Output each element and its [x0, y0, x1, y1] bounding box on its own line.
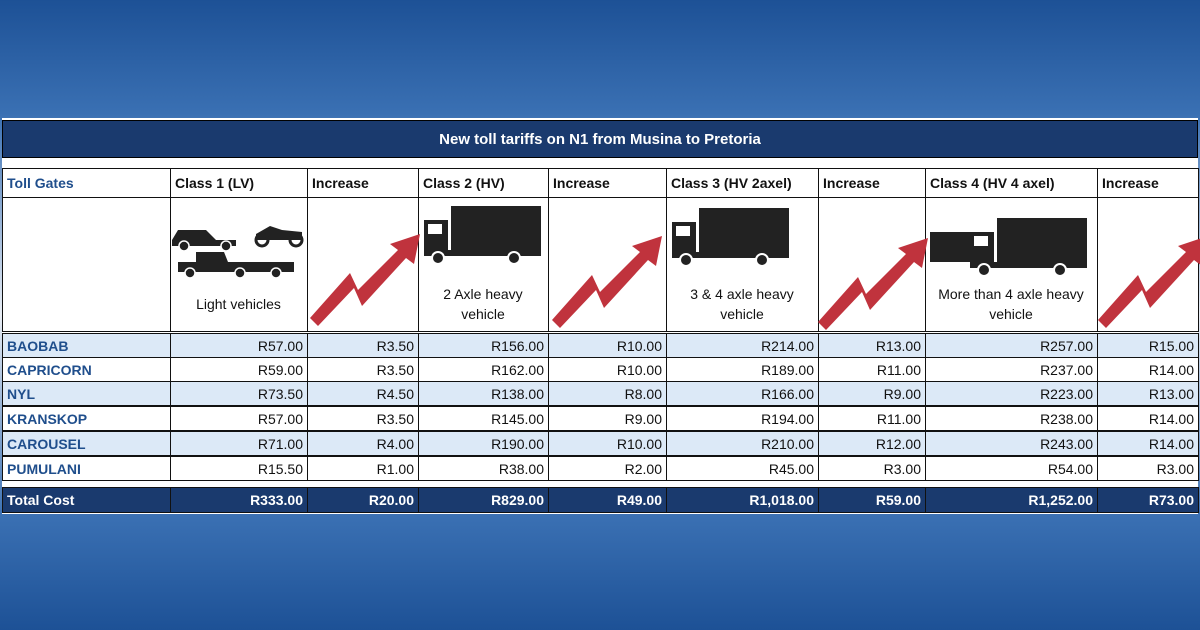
tariff-value: R9.00 [548, 406, 667, 431]
tariff-value: R73.50 [170, 381, 308, 406]
image-cell [1097, 197, 1199, 332]
table-title: New toll tariffs on N1 from Musina to Pr… [2, 120, 1198, 158]
column-header: Class 4 (HV 4 axel) [925, 168, 1098, 198]
toll-gate-name: PUMULANI [2, 456, 171, 481]
tariff-value: R189.00 [666, 357, 819, 382]
tariff-value: R214.00 [666, 333, 819, 358]
tariff-value: R1.00 [307, 456, 419, 481]
tariff-value: R59.00 [170, 357, 308, 382]
toll-gate-name: NYL [2, 381, 171, 406]
tariff-value: R2.00 [548, 456, 667, 481]
tariff-value: R138.00 [418, 381, 549, 406]
vehicle-label: More than 4 axle heavy vehicle [938, 286, 1084, 322]
tariff-value: R243.00 [925, 431, 1098, 456]
tariff-value: R14.00 [1097, 406, 1199, 431]
total-value: R829.00 [418, 487, 549, 513]
total-value: R1,252.00 [925, 487, 1098, 513]
image-cell [307, 197, 419, 332]
vehicle-label: 2 Axle heavy vehicle [443, 286, 523, 322]
tariff-value: R10.00 [548, 431, 667, 456]
tariff-value: R71.00 [170, 431, 308, 456]
total-value: R333.00 [170, 487, 308, 513]
tariff-value: R10.00 [548, 357, 667, 382]
tariff-value: R15.00 [1097, 333, 1199, 358]
toll-gate-name: CAROUSEL [2, 431, 171, 456]
tariff-value: R10.00 [548, 333, 667, 358]
vehicle-label: Light vehicles [196, 296, 281, 312]
tariff-value: R13.00 [1097, 381, 1199, 406]
column-header: Class 1 (LV) [170, 168, 308, 198]
column-header: Increase [1097, 168, 1199, 198]
total-value: R1,018.00 [666, 487, 819, 513]
tariff-value: R145.00 [418, 406, 549, 431]
tariff-value: R14.00 [1097, 357, 1199, 382]
tariff-value: R3.00 [818, 456, 926, 481]
tariff-value: R57.00 [170, 333, 308, 358]
column-header: Toll Gates [2, 168, 171, 198]
image-cell [2, 197, 171, 332]
tariff-value: R3.00 [1097, 456, 1199, 481]
image-cell [548, 197, 667, 332]
total-value: R73.00 [1097, 487, 1199, 513]
tariff-value: R9.00 [818, 381, 926, 406]
column-header: Increase [307, 168, 419, 198]
vehicle-label: 3 & 4 axle heavy vehicle [690, 286, 794, 322]
total-value: R20.00 [307, 487, 419, 513]
tariff-value: R156.00 [418, 333, 549, 358]
tariff-value: R210.00 [666, 431, 819, 456]
tariff-value: R166.00 [666, 381, 819, 406]
tariff-value: R3.50 [307, 357, 419, 382]
tariff-value: R8.00 [548, 381, 667, 406]
tariff-value: R14.00 [1097, 431, 1199, 456]
tariff-value: R13.00 [818, 333, 926, 358]
tariff-value: R11.00 [818, 406, 926, 431]
tariff-value: R54.00 [925, 456, 1098, 481]
toll-gate-name: KRANSKOP [2, 406, 171, 431]
total-value: R59.00 [818, 487, 926, 513]
total-label: Total Cost [2, 487, 171, 513]
tariff-value: R3.50 [307, 333, 419, 358]
toll-gate-name: CAPRICORN [2, 357, 171, 382]
tariff-value: R237.00 [925, 357, 1098, 382]
tariff-value: R38.00 [418, 456, 549, 481]
column-header: Class 2 (HV) [418, 168, 549, 198]
tariff-value: R45.00 [666, 456, 819, 481]
tariff-value: R12.00 [818, 431, 926, 456]
tariff-value: R190.00 [418, 431, 549, 456]
column-header: Increase [548, 168, 667, 198]
column-header: Class 3 (HV 2axel) [666, 168, 819, 198]
tariff-value: R4.00 [307, 431, 419, 456]
total-value: R49.00 [548, 487, 667, 513]
tariff-value: R15.50 [170, 456, 308, 481]
tariff-value: R257.00 [925, 333, 1098, 358]
tariff-value: R223.00 [925, 381, 1098, 406]
tariff-value: R194.00 [666, 406, 819, 431]
toll-gate-name: BAOBAB [2, 333, 171, 358]
column-header: Increase [818, 168, 926, 198]
tariff-value: R4.50 [307, 381, 419, 406]
tariff-value: R3.50 [307, 406, 419, 431]
image-cell [818, 197, 926, 332]
tariff-value: R57.00 [170, 406, 308, 431]
tariff-value: R162.00 [418, 357, 549, 382]
tariff-value: R11.00 [818, 357, 926, 382]
tariff-value: R238.00 [925, 406, 1098, 431]
